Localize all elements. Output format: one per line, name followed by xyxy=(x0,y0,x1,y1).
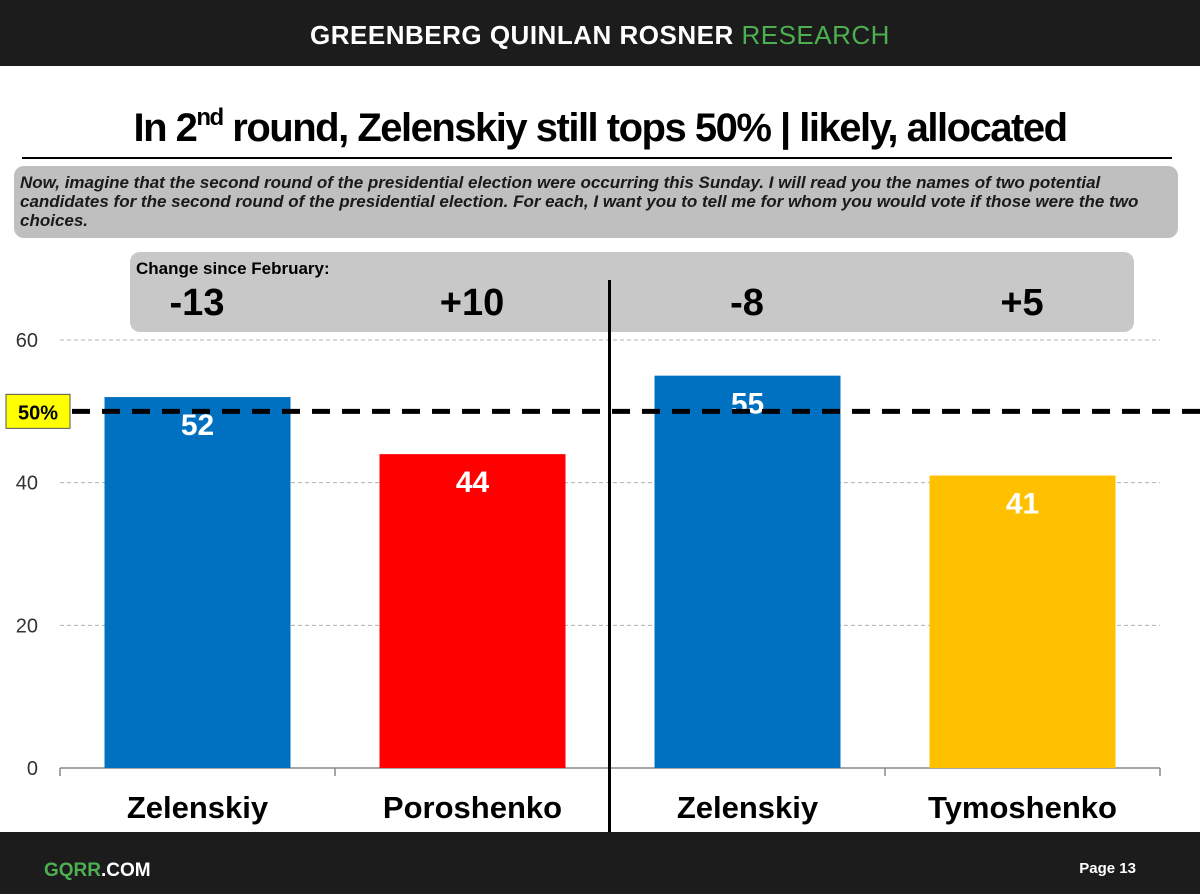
slide-title: In 2nd round, Zelenskiy still tops 50% |… xyxy=(20,104,1180,152)
data-label-2: 44 xyxy=(456,466,490,499)
change-label: Change since February: xyxy=(136,259,330,278)
y-tick-label-60: 60 xyxy=(16,330,38,352)
footer-logo: GQRR.COM xyxy=(44,860,151,882)
data-label-1: 52 xyxy=(181,409,214,442)
bar-2 xyxy=(379,454,566,768)
bar-4 xyxy=(929,475,1116,768)
bar-1 xyxy=(104,397,291,768)
matchup-divider xyxy=(608,280,611,840)
change-box xyxy=(130,252,1134,332)
change-value-poroshenko: +10 xyxy=(439,282,505,324)
footer-bar: GQRR.COM Page 13 xyxy=(0,832,1200,894)
page-number: Page 13 xyxy=(1079,860,1136,877)
data-label-3: 55 xyxy=(731,388,764,421)
reference-label-box xyxy=(5,393,71,429)
title-part-1: In 2 xyxy=(133,106,197,150)
reference-label-text: 50% xyxy=(18,402,58,424)
category-label-4: Tymoshenko xyxy=(928,790,1117,825)
title-superscript: nd xyxy=(196,104,224,131)
question-text: Now, imagine that the second round of th… xyxy=(14,166,1178,238)
category-label-3: Zelenskiy xyxy=(677,790,819,825)
category-label-2: Poroshenko xyxy=(383,790,562,825)
footer-logo-accent: GQRR xyxy=(44,860,101,881)
change-value-tymoshenko: +5 xyxy=(1000,282,1044,324)
category-label-1: Zelenskiy xyxy=(127,790,269,825)
change-value-zelenskiy-1: -13 xyxy=(169,282,225,324)
title-part-2: round, Zelenskiy still tops 50% | likely… xyxy=(222,106,1068,150)
brand-name: GREENBERG QUINLAN ROSNER xyxy=(310,20,734,50)
title-underline xyxy=(22,157,1172,159)
bar-3 xyxy=(654,375,841,768)
data-label-4: 41 xyxy=(1006,488,1039,521)
footer-logo-suffix: .COM xyxy=(101,860,151,881)
y-tick-label-0: 0 xyxy=(27,758,38,780)
brand-accent: RESEARCH xyxy=(741,20,890,50)
y-tick-label-20: 20 xyxy=(16,615,38,637)
header-bar: GREENBERG QUINLAN ROSNER RESEARCH xyxy=(0,0,1200,66)
change-value-zelenskiy-2: -8 xyxy=(730,282,764,324)
y-tick-label-40: 40 xyxy=(16,473,38,495)
brand-logo: GREENBERG QUINLAN ROSNER RESEARCH xyxy=(0,20,1200,51)
